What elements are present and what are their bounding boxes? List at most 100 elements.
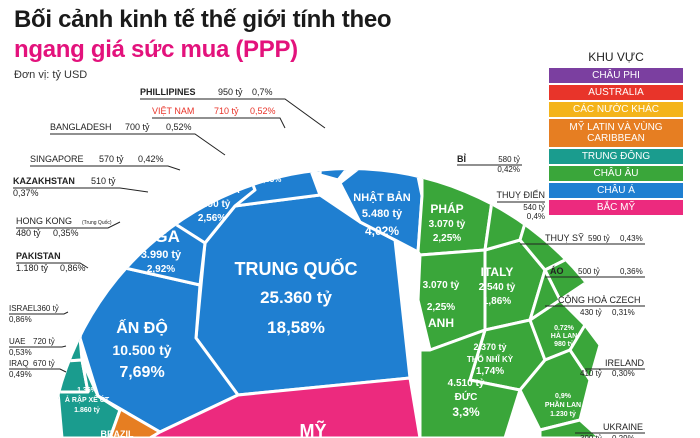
- callout-value-iraq: 670 tỷ: [33, 359, 55, 368]
- callout-share-pakistan: 0,86%: [60, 263, 86, 273]
- label-name-my: MỸ: [300, 420, 327, 438]
- leader-line: [140, 98, 326, 129]
- leader-line: [9, 311, 69, 315]
- callout-name-phillipines: PHILLIPINES: [140, 87, 196, 97]
- callout-share-thuy-sy: 0,43%: [620, 234, 643, 243]
- label-name-brazil: BRAZIL: [101, 429, 134, 438]
- label-share-nga: 2,92%: [147, 264, 175, 275]
- callout-value-singapore: 570 tỷ: [99, 154, 124, 164]
- label-share-malasya: 0.73%: [373, 149, 394, 156]
- legend-item-others: CÁC NƯỚC KHÁC: [549, 102, 683, 117]
- label-name-ha-lan: HÀ LAN: [551, 331, 577, 340]
- callout-share-uae: 0,53%: [9, 348, 32, 357]
- label-name-duc: ĐỨC: [455, 390, 478, 403]
- leader-line: [9, 345, 67, 348]
- chart-title-line2: ngang giá sức mua (PPP): [14, 36, 298, 63]
- legend-item-africa: CHÂU PHI: [549, 68, 683, 83]
- callout-name-viet-nam: VIỆT NAM: [152, 106, 194, 116]
- callout-name-cong-hoa-czech: CỘNG HOÀ CZECH: [558, 295, 641, 305]
- legend-item-europe: CHÂU ÂU: [549, 166, 683, 181]
- callout-name-ireland: IRELAND: [605, 358, 645, 368]
- cell-pakistan: [80, 260, 127, 284]
- callout-value-ireland: 410 tỷ: [580, 369, 602, 378]
- label-value-duc: 4.510 tỷ: [448, 378, 485, 389]
- callout-share-cong-hoa-czech: 0,31%: [612, 308, 635, 317]
- label-share-trung-quoc: 18,58%: [267, 318, 325, 337]
- label-name-italy: ITALY: [481, 265, 514, 279]
- callout-name-singapore: SINGAPORE: [30, 154, 84, 164]
- callout-name-iraq: IRAQ: [9, 359, 29, 368]
- label-value-thai-lan: 1.320 tỷ: [329, 129, 355, 136]
- callout-name-israel: ISRAEL: [9, 304, 38, 313]
- cell-cong-hoa-czech: [528, 268, 562, 322]
- label-value-tho-nhi-ky: 2.370 tỷ: [473, 342, 506, 352]
- label-share-italy: 1,86%: [483, 296, 511, 307]
- callout-name-kazakhstan: KAZAKHSTAN: [13, 176, 75, 186]
- label-name-malasya: MALASYA: [366, 158, 400, 165]
- leader-line: [30, 165, 181, 171]
- callout-value-israel: 360 tỷ: [37, 304, 59, 313]
- callout-value-ukraine: 390 tỷ: [580, 434, 602, 438]
- cell-viet-nam: [262, 118, 300, 140]
- label-value-an-do: 10.500 tỷ: [112, 342, 171, 358]
- legend-item-north-america: BẮC MỸ: [549, 200, 683, 215]
- label-name-thai-lan: THÁI LAN: [326, 145, 359, 154]
- label-value-phan-lan: 1.230 tỷ: [550, 411, 576, 418]
- callout-name-bangladesh: BANGLADESH: [50, 122, 112, 132]
- callout-share-thuy-dien: 0,4%: [527, 212, 545, 221]
- label-value-anh: 3.070 tỷ: [423, 280, 460, 291]
- cell-phillipines: [288, 170, 324, 177]
- leader-line: [16, 262, 89, 269]
- label-name-han-quoc: HÀN QUỐC: [248, 152, 292, 162]
- callout-name-ao: ÁO: [550, 266, 564, 276]
- label-share-tho-nhi-ky: 1,74%: [476, 366, 504, 377]
- callout-name-bi: BỈ: [457, 153, 466, 164]
- legend-item-asia: CHÂU Á: [549, 183, 683, 198]
- callout-share-hong-kong: 0,35%: [53, 228, 79, 238]
- chart-title-line1: Bối cảnh kinh tế thế giới tính theo: [14, 6, 392, 33]
- cell-kazakhstan: [133, 170, 170, 207]
- cell-duc: [418, 328, 522, 438]
- legend: CHÂU PHI AUSTRALIA CÁC NƯỚC KHÁC MỸ LATI…: [549, 68, 683, 217]
- callout-share-iraq: 0,49%: [9, 370, 32, 379]
- label-name-indonesia: INDONESIA: [184, 185, 240, 196]
- label-share-thai-lan: 0.97%: [332, 138, 353, 145]
- legend-item-latin-america: MỸ LATIN VÀ VÙNG CARIBBEAN: [549, 119, 683, 147]
- label-name-nhat-ban: NHẬT BẢN: [353, 191, 410, 204]
- callout-value-cong-hoa-czech: 430 tỷ: [580, 308, 602, 317]
- label-value-indonesia: 3.490 tỷ: [194, 199, 231, 210]
- label-share-phap: 2,25%: [433, 233, 461, 244]
- callout-name-thuy-sy: THUỴ SỸ: [545, 233, 584, 243]
- label-share-anh: 2,25%: [427, 302, 455, 313]
- callout-name-hong-kong: HONG KONG: [16, 216, 72, 226]
- callout-value-viet-nam: 710 tỷ: [214, 106, 239, 116]
- callout-value-thuy-dien: 540 tỷ: [523, 203, 545, 212]
- label-name-tho-nhi-ky: THỔ NHĨ KỲ: [467, 355, 514, 364]
- callout-value-hong-kong: 480 tỷ: [16, 228, 41, 238]
- label-share-han-quoc: 1,53%: [259, 175, 282, 184]
- unit-label: Đơn vị: tỷ USD: [14, 69, 88, 81]
- label-value-a-rap-xe-ut: 1.860 tỷ: [74, 407, 100, 414]
- cell-brazil: [96, 394, 162, 438]
- callout-value-phillipines: 950 tỷ: [218, 87, 243, 97]
- label-value-malasya: 1.000 tỷ: [370, 140, 396, 147]
- label-name-anh: ANH: [428, 316, 454, 330]
- callout-share-bangladesh: 0,52%: [166, 122, 192, 132]
- label-share-duc: 3,3%: [452, 405, 480, 419]
- cell-israel: [56, 280, 90, 340]
- label-value-italy: 2.540 tỷ: [479, 282, 516, 293]
- leader-line: [13, 187, 149, 193]
- callout-name-ukraine: UKRAINE: [603, 422, 643, 432]
- label-value-ha-lan: 980 tỷ: [554, 341, 574, 348]
- callout-share-bi: 0,42%: [497, 165, 520, 174]
- cell-ireland: [568, 323, 602, 382]
- leader-line: [16, 221, 121, 229]
- callout-value-kazakhstan: 510 tỷ: [91, 176, 116, 186]
- label-share-ha-lan: 0.72%: [554, 325, 575, 332]
- label-share-phan-lan: 0,9%: [555, 393, 572, 400]
- leader-line: [152, 117, 286, 129]
- callout-value-thuy-sy: 590 tỷ: [588, 234, 610, 243]
- callout-share-ireland: 0,30%: [612, 369, 635, 378]
- leader-line: [50, 133, 226, 156]
- label-share-indonesia: 2,56%: [198, 213, 226, 224]
